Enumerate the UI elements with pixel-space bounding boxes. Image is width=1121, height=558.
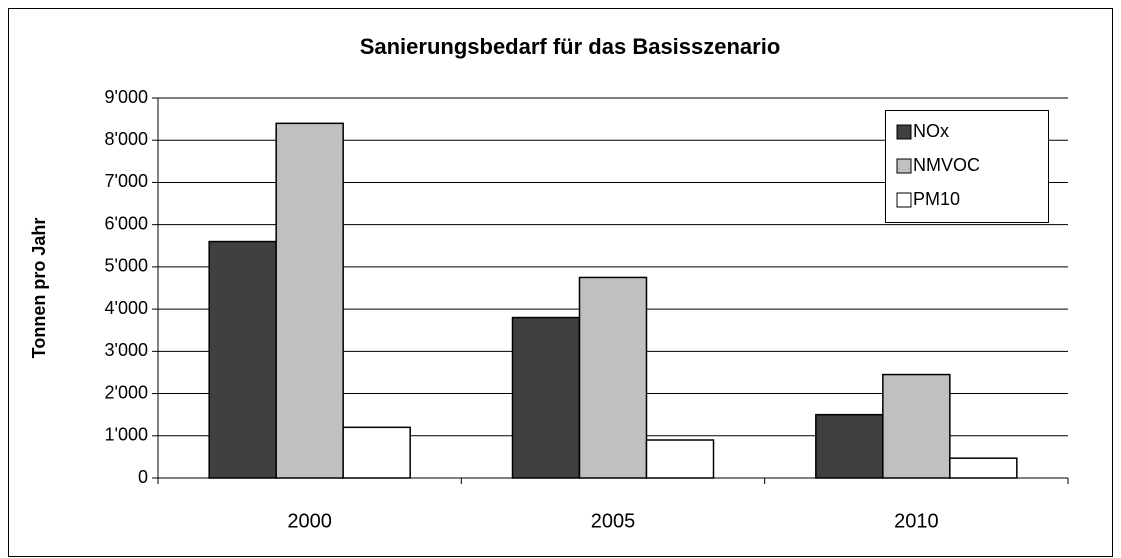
bar [275, 122, 344, 479]
bar [949, 457, 1018, 479]
y-tick-label: 9'000 [105, 87, 148, 107]
bar [342, 426, 411, 479]
y-axis-label: Tonnen pro Jahr [29, 218, 49, 359]
x-tick-label: 2010 [894, 510, 939, 532]
y-tick-label: 3'000 [105, 340, 148, 360]
legend-label: NMVOC [913, 155, 980, 175]
legend-label: NOx [913, 121, 949, 141]
legend-swatch [896, 192, 912, 208]
y-tick-label: 7'000 [105, 171, 148, 191]
y-tick-label: 6'000 [105, 213, 148, 233]
bar [208, 240, 277, 479]
y-tick-label: 5'000 [105, 256, 148, 276]
y-tick-label: 4'000 [105, 298, 148, 318]
bar [578, 276, 648, 479]
bar [645, 439, 715, 479]
bar [882, 373, 951, 479]
y-tick-label: 1'000 [105, 425, 148, 445]
x-tick-label: 2005 [591, 510, 636, 532]
bar [511, 316, 581, 479]
legend-box [885, 110, 1049, 223]
chart-title: Sanierungsbedarf für das Basisszenario [360, 34, 781, 59]
legend-label: PM10 [913, 189, 960, 209]
legend-swatch [896, 124, 912, 140]
y-tick-label: 2'000 [105, 382, 148, 402]
y-tick-label: 8'000 [105, 129, 148, 149]
legend-swatch [896, 158, 912, 174]
bar [815, 413, 884, 479]
x-tick-label: 2000 [287, 510, 332, 532]
y-tick-label: 0 [138, 467, 148, 487]
